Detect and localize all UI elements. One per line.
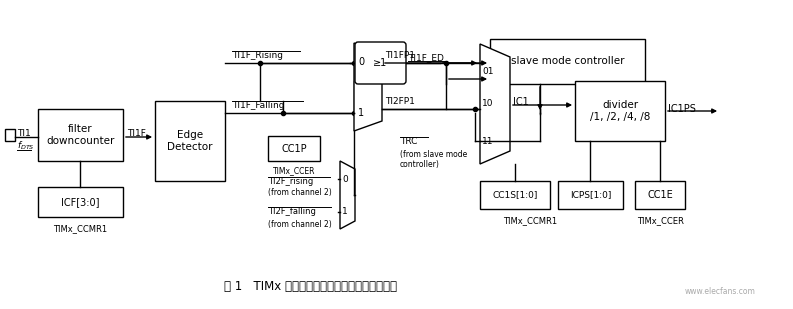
Text: 01: 01 — [482, 66, 493, 75]
Text: (from channel 2): (from channel 2) — [268, 188, 331, 197]
Bar — [38, 109, 123, 161]
Text: 0: 0 — [342, 175, 348, 184]
Text: TI2F_rising: TI2F_rising — [268, 176, 313, 185]
Text: ICPS[1:0]: ICPS[1:0] — [570, 191, 611, 200]
Text: CC1S[1:0]: CC1S[1:0] — [492, 191, 538, 200]
Text: controller): controller) — [400, 160, 440, 170]
Text: 11: 11 — [482, 137, 493, 146]
Bar — [480, 181, 550, 209]
Polygon shape — [354, 43, 382, 131]
Text: IC1: IC1 — [513, 97, 529, 107]
Text: TI2F_falling: TI2F_falling — [268, 206, 316, 215]
Text: TI1: TI1 — [17, 129, 31, 138]
Text: Edge
Detector: Edge Detector — [167, 130, 213, 152]
Text: TI1F_ED: TI1F_ED — [408, 53, 444, 62]
Text: TI1F: TI1F — [127, 129, 146, 138]
Text: 0: 0 — [358, 57, 364, 67]
Text: divider
/1, /2, /4, /8: divider /1, /2, /4, /8 — [590, 100, 650, 122]
Text: TI1F_Falling: TI1F_Falling — [232, 101, 285, 110]
Text: ≥1: ≥1 — [374, 58, 388, 68]
Text: TRC: TRC — [400, 137, 417, 146]
Polygon shape — [480, 44, 510, 164]
Bar — [38, 187, 123, 217]
Text: (from channel 2): (from channel 2) — [268, 219, 331, 228]
FancyBboxPatch shape — [355, 42, 406, 84]
Text: TIMx_CCER: TIMx_CCER — [637, 216, 684, 225]
Text: TI2FP1: TI2FP1 — [385, 98, 415, 107]
Text: www.elecfans.com: www.elecfans.com — [684, 286, 756, 295]
Bar — [635, 181, 685, 209]
Text: (from slave mode: (from slave mode — [400, 150, 467, 159]
Text: 1: 1 — [342, 208, 348, 217]
Bar — [558, 181, 623, 209]
Text: TIMx_CCER: TIMx_CCER — [273, 166, 316, 175]
Text: 图 1   TIMx 工作在捕获模式下一个通道的示意图: 图 1 TIMx 工作在捕获模式下一个通道的示意图 — [224, 281, 396, 294]
Bar — [268, 136, 320, 161]
Text: TIMx_CCMR1: TIMx_CCMR1 — [503, 216, 557, 225]
Text: 10: 10 — [482, 99, 493, 108]
Text: CC1E: CC1E — [647, 190, 673, 200]
Text: filter
downcounter: filter downcounter — [46, 124, 115, 146]
Text: CC1P: CC1P — [282, 143, 307, 154]
Text: IC1PS: IC1PS — [668, 104, 696, 114]
Text: slave mode controller: slave mode controller — [511, 57, 624, 66]
Text: 1: 1 — [358, 108, 364, 118]
Bar — [490, 39, 645, 84]
Bar — [5, 129, 15, 141]
Text: ICF[3:0]: ICF[3:0] — [61, 197, 100, 207]
Polygon shape — [340, 161, 355, 229]
Text: TI1F_Rising: TI1F_Rising — [232, 51, 283, 60]
Text: TI1FP1: TI1FP1 — [385, 52, 415, 61]
Bar — [575, 81, 665, 141]
Text: TIMx_CCMR1: TIMx_CCMR1 — [53, 224, 107, 233]
Text: $f_{DTS}$: $f_{DTS}$ — [17, 140, 35, 152]
Bar — [155, 101, 225, 181]
